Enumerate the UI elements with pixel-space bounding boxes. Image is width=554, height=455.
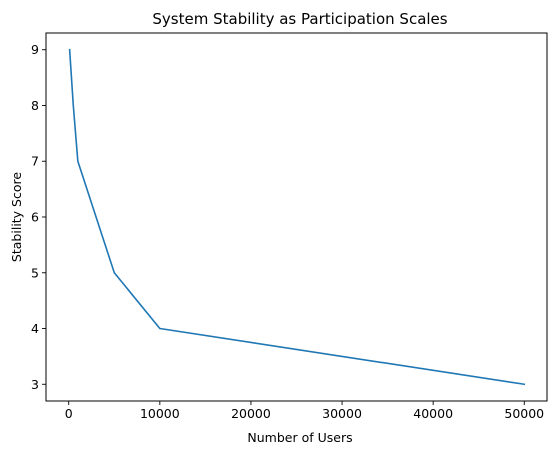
- y-axis-label: Stability Score: [9, 172, 24, 262]
- x-tick-label: 50000: [504, 406, 544, 421]
- series-line-0: [68, 48, 526, 386]
- x-tick-label: 10000: [140, 406, 180, 421]
- y-tick-label: 9: [31, 42, 39, 57]
- x-tick-label: 40000: [413, 406, 453, 421]
- y-tick-label: 7: [31, 154, 39, 169]
- chart-title: System Stability as Participation Scales: [152, 10, 447, 28]
- y-tick-label: 6: [31, 210, 39, 225]
- y-tick-label: 3: [31, 377, 39, 392]
- y-tick-label: 8: [31, 98, 39, 113]
- x-tick-label: 0: [65, 406, 73, 421]
- y-tick-label: 4: [31, 321, 39, 336]
- x-axis-label: Number of Users: [247, 430, 352, 445]
- y-tick-label: 5: [31, 265, 39, 280]
- y-axis: 3 4 5 6 7 8 9: [31, 42, 46, 392]
- series-layer: [68, 48, 526, 386]
- x-axis: 0 10000 20000 30000 40000 50000: [65, 401, 544, 421]
- x-tick-label: 20000: [231, 406, 271, 421]
- x-tick-label: 30000: [322, 406, 362, 421]
